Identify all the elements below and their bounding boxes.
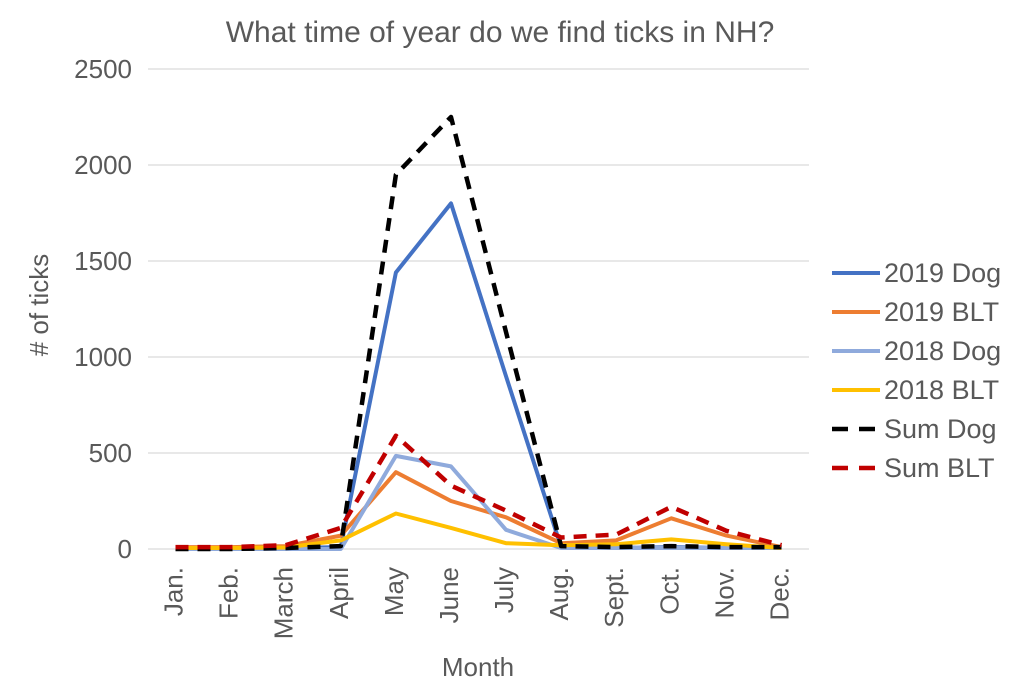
legend-item-2018-dog: 2018 Dog [832, 336, 1001, 366]
legend-item-2019-dog: 2019 Dog [832, 258, 1001, 288]
x-tick-label: Oct. [654, 567, 684, 615]
x-tick-label: Aug. [544, 567, 574, 621]
y-tick-label: 1000 [74, 342, 132, 372]
y-tick-label: 2000 [74, 150, 132, 180]
series-line-sum-dog [175, 114, 782, 552]
x-tick-label: June [434, 567, 464, 623]
x-axis-title: Month [442, 652, 514, 682]
y-tick-label: 500 [89, 438, 132, 468]
x-tick-label: Jan. [159, 567, 189, 616]
legend-item-sum-dog: Sum Dog [832, 414, 997, 444]
series-line-sum-blt [175, 433, 783, 550]
y-tick-label: 0 [118, 534, 132, 564]
x-tick-label: May [379, 567, 409, 616]
y-tick-label: 2500 [74, 54, 132, 84]
legend-item-sum-blt: Sum BLT [832, 453, 995, 483]
legend-label: 2019 BLT [884, 297, 999, 327]
x-tick-label: March [269, 567, 299, 639]
legend-item-2019-blt: 2019 BLT [832, 297, 999, 327]
x-tick-label: July [489, 567, 519, 613]
legend-label: 2018 BLT [884, 375, 999, 405]
series-line-2018-blt [175, 511, 782, 550]
x-tick-label: Sept. [599, 567, 629, 628]
legend-label: 2018 Dog [884, 336, 1001, 366]
legend-label: Sum Dog [884, 414, 997, 444]
legend-label: 2019 Dog [884, 258, 1001, 288]
y-axis-title: # of ticks [24, 254, 54, 357]
chart-title: What time of year do we find ticks in NH… [226, 16, 775, 49]
x-tick-label: Feb. [214, 567, 244, 619]
x-tick-label: April [324, 567, 354, 619]
x-tick-label: Nov. [709, 567, 739, 619]
x-tick-label: Dec. [764, 567, 794, 620]
legend-item-2018-blt: 2018 BLT [832, 375, 999, 405]
legend-label: Sum BLT [884, 453, 995, 483]
y-tick-label: 1500 [74, 246, 132, 276]
